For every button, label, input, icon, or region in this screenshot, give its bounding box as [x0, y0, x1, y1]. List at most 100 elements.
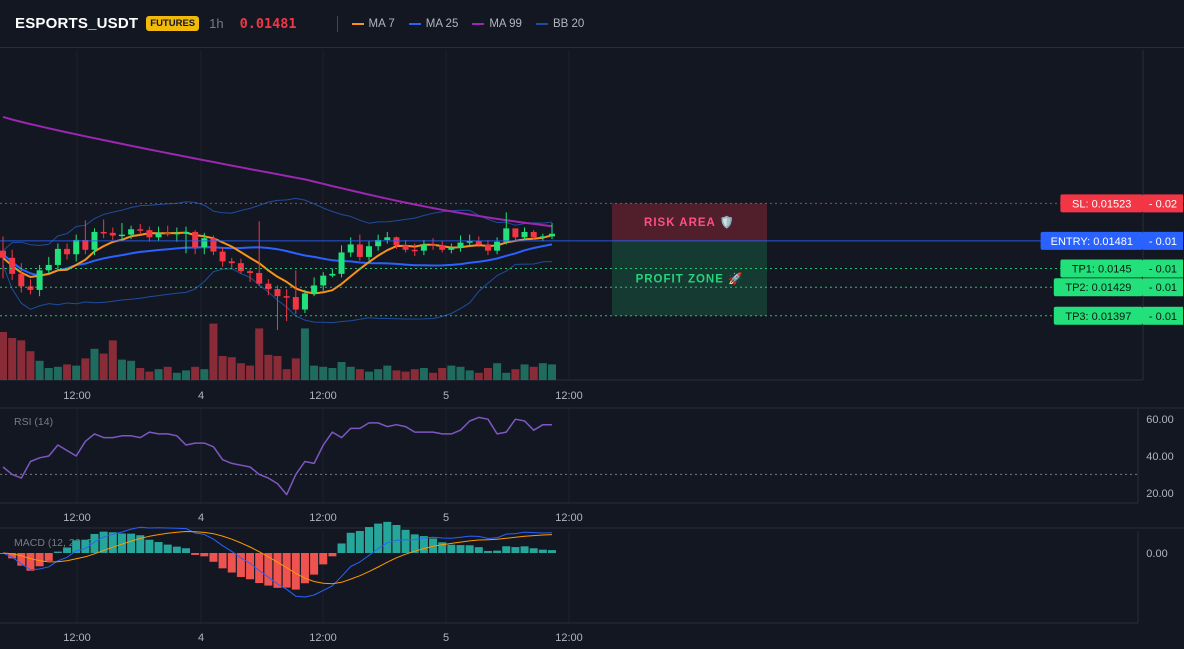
- macd-histogram-bar: [310, 553, 319, 575]
- volume-bar: [456, 366, 465, 380]
- time-axis-label: 12:00: [555, 390, 583, 402]
- macd-histogram-bar: [44, 553, 53, 561]
- macd-histogram-bar: [410, 534, 419, 553]
- volume-bar: [346, 366, 355, 380]
- macd-histogram-bar: [182, 548, 190, 553]
- candle-up: [329, 273, 336, 276]
- candle-up: [466, 240, 473, 243]
- candle-down: [109, 232, 116, 236]
- volume-bar: [53, 366, 62, 380]
- volume-bar: [63, 364, 72, 380]
- tp1-axis-value: - 0.01: [1149, 264, 1177, 276]
- macd-histogram-bar: [520, 546, 529, 553]
- rsi-line: [2, 416, 552, 496]
- volume-bar: [218, 356, 227, 380]
- candle-up: [338, 252, 345, 274]
- volume-bar: [465, 370, 474, 380]
- volume-bar: [511, 369, 520, 380]
- time-axis-label: 12:00: [309, 512, 337, 524]
- tp1-tag: [1060, 259, 1143, 278]
- trade-zones: RISK AREA 🛡️ PROFIT ZONE 🚀: [612, 203, 767, 316]
- volume-bar: [264, 354, 273, 380]
- rsi-tick-label: 40.00: [1146, 451, 1174, 463]
- sl-axis-box: [1143, 194, 1183, 213]
- macd-histogram-bar: [374, 523, 383, 553]
- legend-item-ma99[interactable]: MA 99: [472, 18, 522, 30]
- volume-bar: [447, 365, 456, 380]
- candle-down: [219, 251, 226, 262]
- volume-bar: [365, 371, 373, 380]
- candle-up: [301, 293, 308, 310]
- time-axis-label: 4: [198, 632, 204, 644]
- volume-bar: [108, 340, 117, 380]
- volume-bar: [227, 357, 236, 380]
- candle-down: [247, 271, 254, 273]
- macd-histogram-bar: [145, 539, 154, 553]
- volume-bar: [35, 360, 44, 380]
- volume-bar: [328, 368, 337, 380]
- candle-down: [27, 286, 34, 290]
- candle-down: [164, 232, 171, 235]
- time-axes: 12:00 4 12:00 5 12:00 12:00 4 12:00 5 12:00 12:00 4…: [63, 390, 583, 644]
- macd-histogram-bar: [529, 548, 538, 553]
- rsi-tick-label: 20.00: [1146, 488, 1174, 500]
- legend-item-ma25[interactable]: MA 25: [408, 18, 458, 30]
- macd-histogram-bar: [465, 545, 474, 553]
- volume-bar: [374, 369, 383, 380]
- legend-label: BB 20: [552, 17, 585, 30]
- rsi-panel: 60.00 40.00 20.00: [0, 414, 1174, 500]
- volume-bar: [209, 323, 218, 380]
- macd-histogram-bar: [218, 553, 227, 569]
- macd-histogram-bar: [291, 553, 300, 590]
- entry-tag-label: ENTRY: 0.01481: [1051, 236, 1133, 248]
- legend-item-ma7[interactable]: MA 7: [351, 18, 395, 30]
- volume-bar: [191, 366, 200, 380]
- macd-histogram-bar: [108, 532, 117, 553]
- candle-up: [448, 248, 455, 250]
- macd-histogram-bar: [548, 550, 556, 553]
- macd-histogram-bar: [502, 546, 511, 553]
- tp3-axis-value: - 0.01: [1149, 311, 1177, 323]
- volume-bar: [136, 368, 145, 380]
- candle-down: [530, 231, 537, 238]
- legend-item-bb20[interactable]: BB 20: [535, 17, 585, 30]
- sl-axis-value: - 0.02: [1149, 198, 1177, 210]
- entry-axis-box: [1143, 231, 1183, 250]
- volume-bar: [529, 366, 538, 380]
- macd-histogram-bar: [172, 546, 181, 553]
- macd-histogram-bar: [474, 547, 483, 553]
- macd-histogram-bar: [383, 521, 392, 553]
- time-axis-label: 4: [198, 512, 204, 524]
- volume-bar: [26, 351, 35, 380]
- volume-bar: [81, 358, 90, 380]
- volume-bar: [44, 368, 53, 380]
- volume-bar: [319, 366, 328, 380]
- candle-down: [0, 250, 6, 258]
- candle-down: [439, 245, 446, 250]
- time-axis-label: 5: [443, 512, 449, 524]
- time-axis-label: 12:00: [63, 632, 91, 644]
- volume-bar: [483, 368, 492, 380]
- timeframe-label[interactable]: 1h: [209, 16, 224, 31]
- volume-bar: [145, 371, 154, 380]
- macd-histogram-bar: [355, 530, 364, 553]
- legend-label: MA 99: [489, 17, 522, 30]
- candle-up: [549, 233, 555, 237]
- volume-bar: [200, 369, 209, 380]
- volume-bar: [337, 362, 346, 380]
- candle-up: [347, 244, 354, 253]
- volume-bar: [291, 358, 300, 380]
- time-axis-label: 12:00: [309, 632, 337, 644]
- volume-bar: [117, 359, 126, 380]
- symbol-name[interactable]: ESPORTS_USDT: [15, 15, 139, 32]
- tp3-tag: [1053, 306, 1143, 325]
- macd-histogram-bar: [346, 532, 355, 553]
- tp3-tag-label: TP3: 0.01397: [1065, 311, 1131, 323]
- futures-badge: FUTURES: [146, 16, 200, 31]
- candle-down: [64, 248, 71, 255]
- volume-bar: [273, 356, 282, 380]
- macd-histogram-bar: [90, 533, 99, 553]
- macd-histogram-bar: [511, 547, 520, 553]
- macd-histogram-bar: [328, 553, 337, 557]
